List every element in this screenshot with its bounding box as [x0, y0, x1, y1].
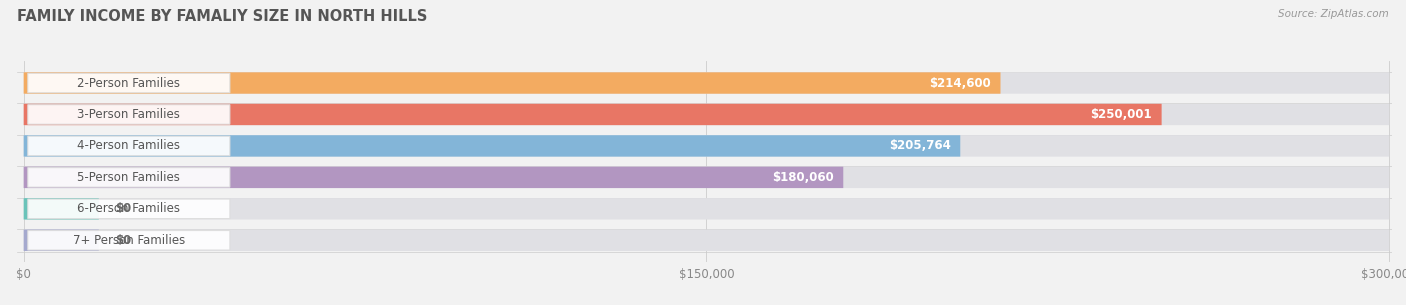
FancyBboxPatch shape	[28, 199, 231, 219]
Text: 7+ Person Families: 7+ Person Families	[73, 234, 186, 247]
Text: $0: $0	[115, 234, 131, 247]
FancyBboxPatch shape	[28, 136, 231, 156]
FancyBboxPatch shape	[28, 73, 231, 93]
Text: 5-Person Families: 5-Person Families	[77, 171, 180, 184]
FancyBboxPatch shape	[24, 104, 1389, 125]
FancyBboxPatch shape	[24, 135, 960, 157]
FancyBboxPatch shape	[24, 198, 98, 220]
Text: $0: $0	[115, 202, 131, 215]
FancyBboxPatch shape	[28, 168, 231, 187]
Text: 3-Person Families: 3-Person Families	[77, 108, 180, 121]
Text: $180,060: $180,060	[772, 171, 834, 184]
FancyBboxPatch shape	[24, 167, 1389, 188]
Text: FAMILY INCOME BY FAMALIY SIZE IN NORTH HILLS: FAMILY INCOME BY FAMALIY SIZE IN NORTH H…	[17, 9, 427, 24]
Text: Source: ZipAtlas.com: Source: ZipAtlas.com	[1278, 9, 1389, 19]
Text: 6-Person Families: 6-Person Families	[77, 202, 180, 215]
FancyBboxPatch shape	[24, 198, 1389, 220]
FancyBboxPatch shape	[24, 167, 844, 188]
FancyBboxPatch shape	[24, 230, 1389, 251]
FancyBboxPatch shape	[24, 72, 1001, 94]
FancyBboxPatch shape	[28, 231, 231, 250]
Text: $214,600: $214,600	[929, 77, 991, 89]
FancyBboxPatch shape	[24, 72, 1389, 94]
FancyBboxPatch shape	[24, 230, 98, 251]
FancyBboxPatch shape	[28, 105, 231, 124]
FancyBboxPatch shape	[24, 104, 1161, 125]
Text: 4-Person Families: 4-Person Families	[77, 139, 180, 152]
Text: $250,001: $250,001	[1091, 108, 1152, 121]
FancyBboxPatch shape	[24, 135, 1389, 157]
Text: 2-Person Families: 2-Person Families	[77, 77, 180, 89]
Text: $205,764: $205,764	[889, 139, 950, 152]
